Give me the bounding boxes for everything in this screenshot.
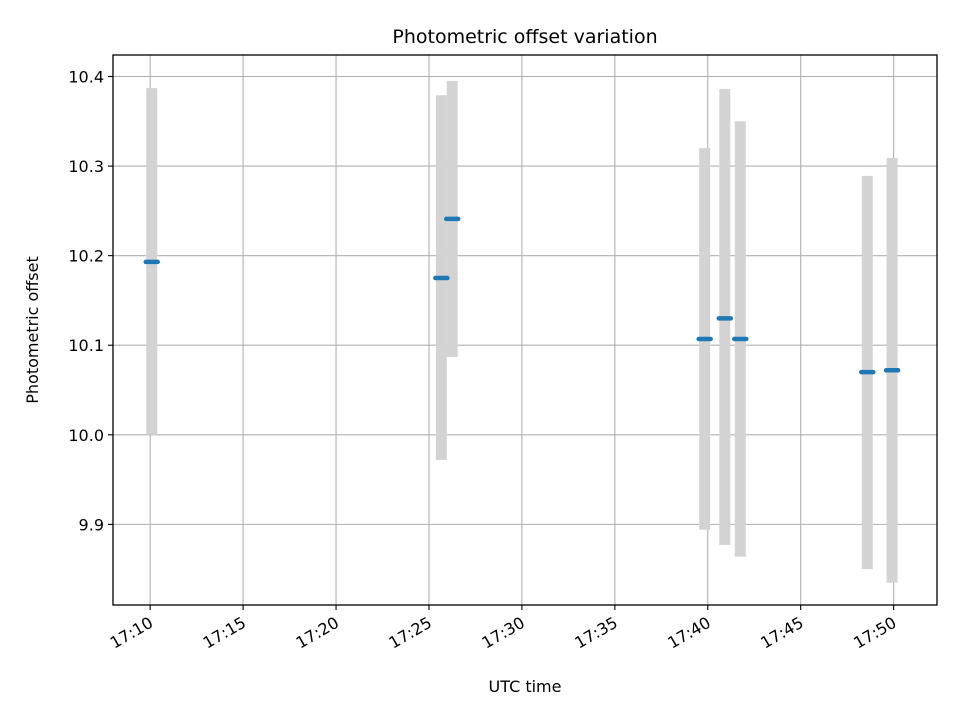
grid-layer bbox=[113, 55, 937, 605]
plot-frame bbox=[112, 54, 938, 606]
y-tick-label: 10.2 bbox=[68, 247, 104, 266]
y-tick-label: 10.3 bbox=[68, 157, 104, 176]
y-tick-label: 10.4 bbox=[68, 67, 104, 86]
y-tick-label: 10.0 bbox=[68, 426, 104, 445]
y-tick-label: 10.1 bbox=[68, 336, 104, 355]
point-layer bbox=[143, 216, 901, 375]
chart-title: Photometric offset variation bbox=[392, 26, 657, 48]
y-axis-title: Photometric offset bbox=[23, 256, 42, 404]
x-axis-title: UTC time bbox=[489, 677, 562, 696]
y-tick-label: 9.9 bbox=[79, 515, 104, 534]
